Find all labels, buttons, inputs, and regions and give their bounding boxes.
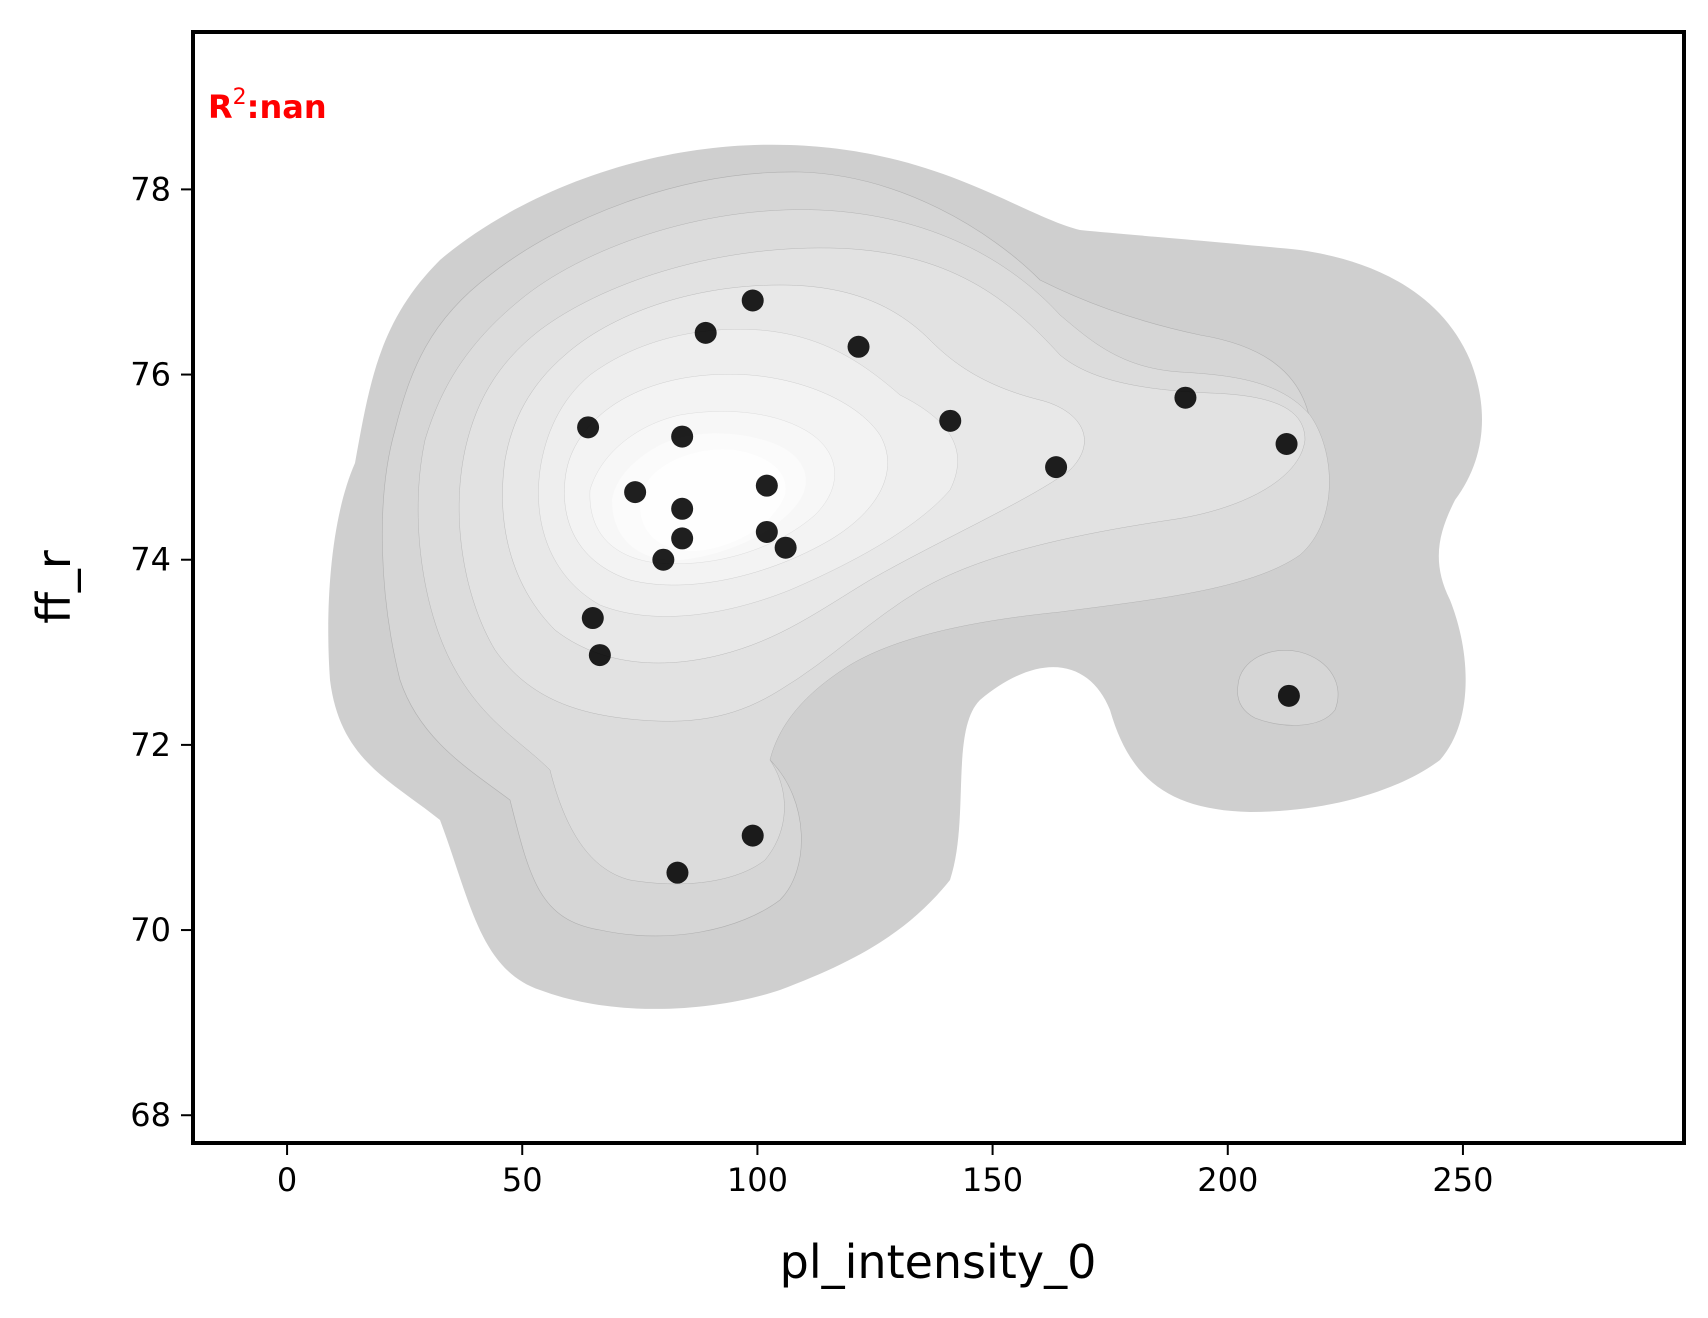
data-point xyxy=(624,481,647,504)
data-point xyxy=(741,824,764,847)
x-tick-label: 250 xyxy=(1432,1161,1493,1199)
data-point xyxy=(939,409,962,432)
r-squared-annotation: R2:nan xyxy=(208,85,327,126)
data-point xyxy=(577,416,600,439)
data-point xyxy=(1275,432,1298,455)
y-axis-label: ff_r xyxy=(27,550,81,624)
data-point xyxy=(755,474,778,497)
x-tick-label: 0 xyxy=(277,1161,297,1199)
data-point xyxy=(671,527,694,550)
x-tick-label: 150 xyxy=(962,1161,1023,1199)
density-contours xyxy=(328,144,1482,1009)
plot-frame xyxy=(191,30,1686,1145)
y-tick-label: 76 xyxy=(130,356,171,394)
data-point xyxy=(1045,456,1068,479)
annotation-suffix: :nan xyxy=(247,88,327,126)
data-point xyxy=(671,497,694,520)
y-axis-ticks: 68 70 72 74 76 78 xyxy=(130,170,193,1134)
data-point xyxy=(774,536,797,559)
y-tick-label: 72 xyxy=(130,726,171,764)
y-tick-label: 68 xyxy=(130,1096,171,1134)
data-point xyxy=(847,335,870,358)
contour-level-10 xyxy=(640,449,786,551)
data-point xyxy=(1174,386,1197,409)
annotation-superscript: 2 xyxy=(233,85,247,110)
data-point xyxy=(652,548,675,571)
x-tick-label: 50 xyxy=(502,1161,543,1199)
data-point xyxy=(1277,684,1300,707)
data-point xyxy=(588,644,611,667)
data-point xyxy=(671,425,694,448)
x-tick-label: 200 xyxy=(1197,1161,1258,1199)
data-point xyxy=(755,520,778,543)
y-tick-label: 70 xyxy=(130,911,171,949)
data-point xyxy=(581,607,604,630)
y-tick-label: 78 xyxy=(130,170,171,208)
y-tick-label: 74 xyxy=(130,541,171,579)
data-point xyxy=(694,321,717,344)
x-axis-label: pl_intensity_0 xyxy=(780,1235,1097,1289)
data-point xyxy=(666,861,689,884)
x-axis-ticks: 0 50 100 150 200 250 xyxy=(277,1143,1493,1199)
data-points xyxy=(577,289,1300,884)
annotation-prefix: R xyxy=(208,88,233,126)
x-tick-label: 100 xyxy=(727,1161,788,1199)
data-point xyxy=(741,289,764,312)
